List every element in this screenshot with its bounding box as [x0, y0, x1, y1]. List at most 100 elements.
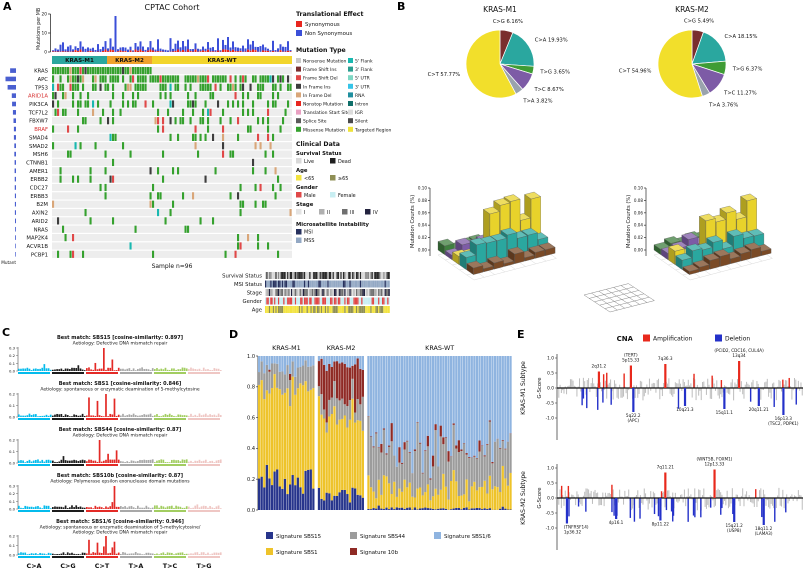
stacked-bar-segment	[465, 453, 468, 455]
clinical-cell	[383, 297, 385, 305]
deletion-bar	[773, 388, 775, 407]
stacked-bar-segment	[312, 356, 315, 366]
clinical-cell	[285, 280, 288, 288]
stacked-bar-segment	[286, 494, 289, 510]
stacked-bar-segment	[429, 500, 432, 509]
signature-bar	[196, 504, 199, 509]
signature-bar	[79, 460, 82, 463]
signature-aetiology: Aetiology: spontaneous or enzymatic deam…	[40, 387, 199, 393]
stacked-bar-segment	[346, 356, 349, 368]
pie-label: C>G 5.49%	[684, 19, 714, 25]
signature-bar	[168, 369, 171, 371]
clinical-cell	[320, 289, 323, 296]
stacked-bar-segment	[369, 437, 373, 488]
stacked-bar-segment	[501, 506, 504, 510]
oncoprint-cell	[72, 250, 75, 258]
clinical-cell	[297, 289, 299, 296]
oncoprint-cell	[204, 175, 207, 183]
signature-bar	[49, 414, 52, 417]
signature-bar	[98, 415, 101, 417]
clinical-cell	[309, 306, 311, 313]
stacked-bar-segment	[348, 356, 352, 368]
stacked-bar-segment	[473, 508, 476, 510]
signature-bar	[41, 553, 44, 555]
clinical-cell	[322, 272, 324, 279]
signature-bar	[49, 508, 52, 509]
signature-bar	[81, 507, 84, 509]
legend-item-label: II	[327, 210, 330, 216]
signature-bar	[49, 369, 52, 371]
stacked-bar-segment	[320, 358, 323, 395]
tmb-bar-nonsyn	[89, 48, 92, 51]
stacked-bar-segment	[395, 466, 398, 497]
tmb-bar-syn	[224, 49, 227, 52]
signature-bar	[45, 459, 48, 463]
clinical-cell	[294, 280, 297, 288]
clinical-cell	[380, 306, 382, 313]
gene-label: FBXW7	[29, 119, 48, 125]
legend-item-label: Signature SBS1	[276, 550, 318, 556]
oncoprint-cell	[132, 92, 135, 100]
stacked-bar-segment	[496, 439, 499, 488]
clinical-cell	[297, 272, 299, 279]
gscore-bar	[762, 489, 764, 498]
gscore-bar	[729, 388, 731, 395]
gscore-bar	[646, 498, 648, 501]
signature-bar	[166, 552, 169, 555]
face	[751, 247, 761, 259]
gscore-bar	[572, 494, 574, 498]
panel-label-b: B	[397, 0, 406, 13]
signature-bar	[32, 460, 35, 463]
oncoprint-cell	[279, 183, 282, 192]
signature-bar	[198, 459, 201, 463]
signature-bar	[196, 552, 199, 555]
tmb-bar-syn	[149, 49, 152, 52]
legend-swatch	[296, 75, 301, 81]
clinical-cell	[330, 289, 332, 296]
signature-bar	[207, 552, 209, 555]
legend-item-label: 5' Flank	[355, 59, 373, 65]
panel-c-signatures: Best match: SBS15 [cosine-similarity: 0.…	[9, 335, 222, 570]
oncoprint-cell	[144, 67, 147, 75]
oncoprint-cell	[267, 75, 270, 83]
clinical-cell	[365, 289, 367, 296]
signature-bar	[35, 368, 37, 371]
signature-bar	[86, 368, 88, 371]
clinical-cell	[324, 289, 327, 296]
stacked-bar-segment	[385, 507, 388, 510]
clinical-cell	[294, 306, 297, 313]
gscore-bar	[632, 498, 634, 509]
signature-bar	[149, 370, 152, 371]
gscore-bar	[779, 381, 781, 388]
signature-bar	[75, 554, 78, 555]
clinical-cell	[285, 297, 288, 305]
gscore-bar	[703, 381, 705, 388]
pie-slice-C-A	[499, 32, 535, 67]
stacked-bar-segment	[375, 356, 378, 433]
gscore-bar	[705, 498, 707, 509]
clinical-cell	[337, 297, 340, 305]
signature-bar	[215, 506, 218, 509]
clinical-cell	[333, 272, 336, 279]
gscore-bar	[601, 498, 603, 506]
clinical-cell	[379, 280, 381, 288]
tmb-bar-syn	[212, 51, 214, 52]
stacked-bar-segment	[320, 394, 323, 415]
oncoprint-cell	[59, 75, 62, 83]
signature-bar	[126, 461, 129, 463]
clinical-cell	[276, 280, 278, 288]
oncoprint-cell	[247, 125, 250, 133]
oncoprint-cell	[77, 125, 80, 133]
tmb-bar-syn	[264, 50, 267, 52]
tmb-bar-nonsyn	[259, 46, 262, 52]
clinical-cell	[270, 272, 272, 279]
signature-bar	[145, 552, 148, 555]
gscore-bar	[617, 388, 619, 399]
stacked-bar-segment	[289, 356, 292, 374]
sig-ytick: 0.2	[9, 353, 16, 358]
clinical-cell	[332, 297, 334, 305]
stacked-bar-segment	[309, 366, 312, 390]
stacked-bar-segment	[403, 508, 406, 510]
legend-item-label: Splice Site	[303, 119, 327, 125]
signature-bar	[219, 552, 222, 555]
